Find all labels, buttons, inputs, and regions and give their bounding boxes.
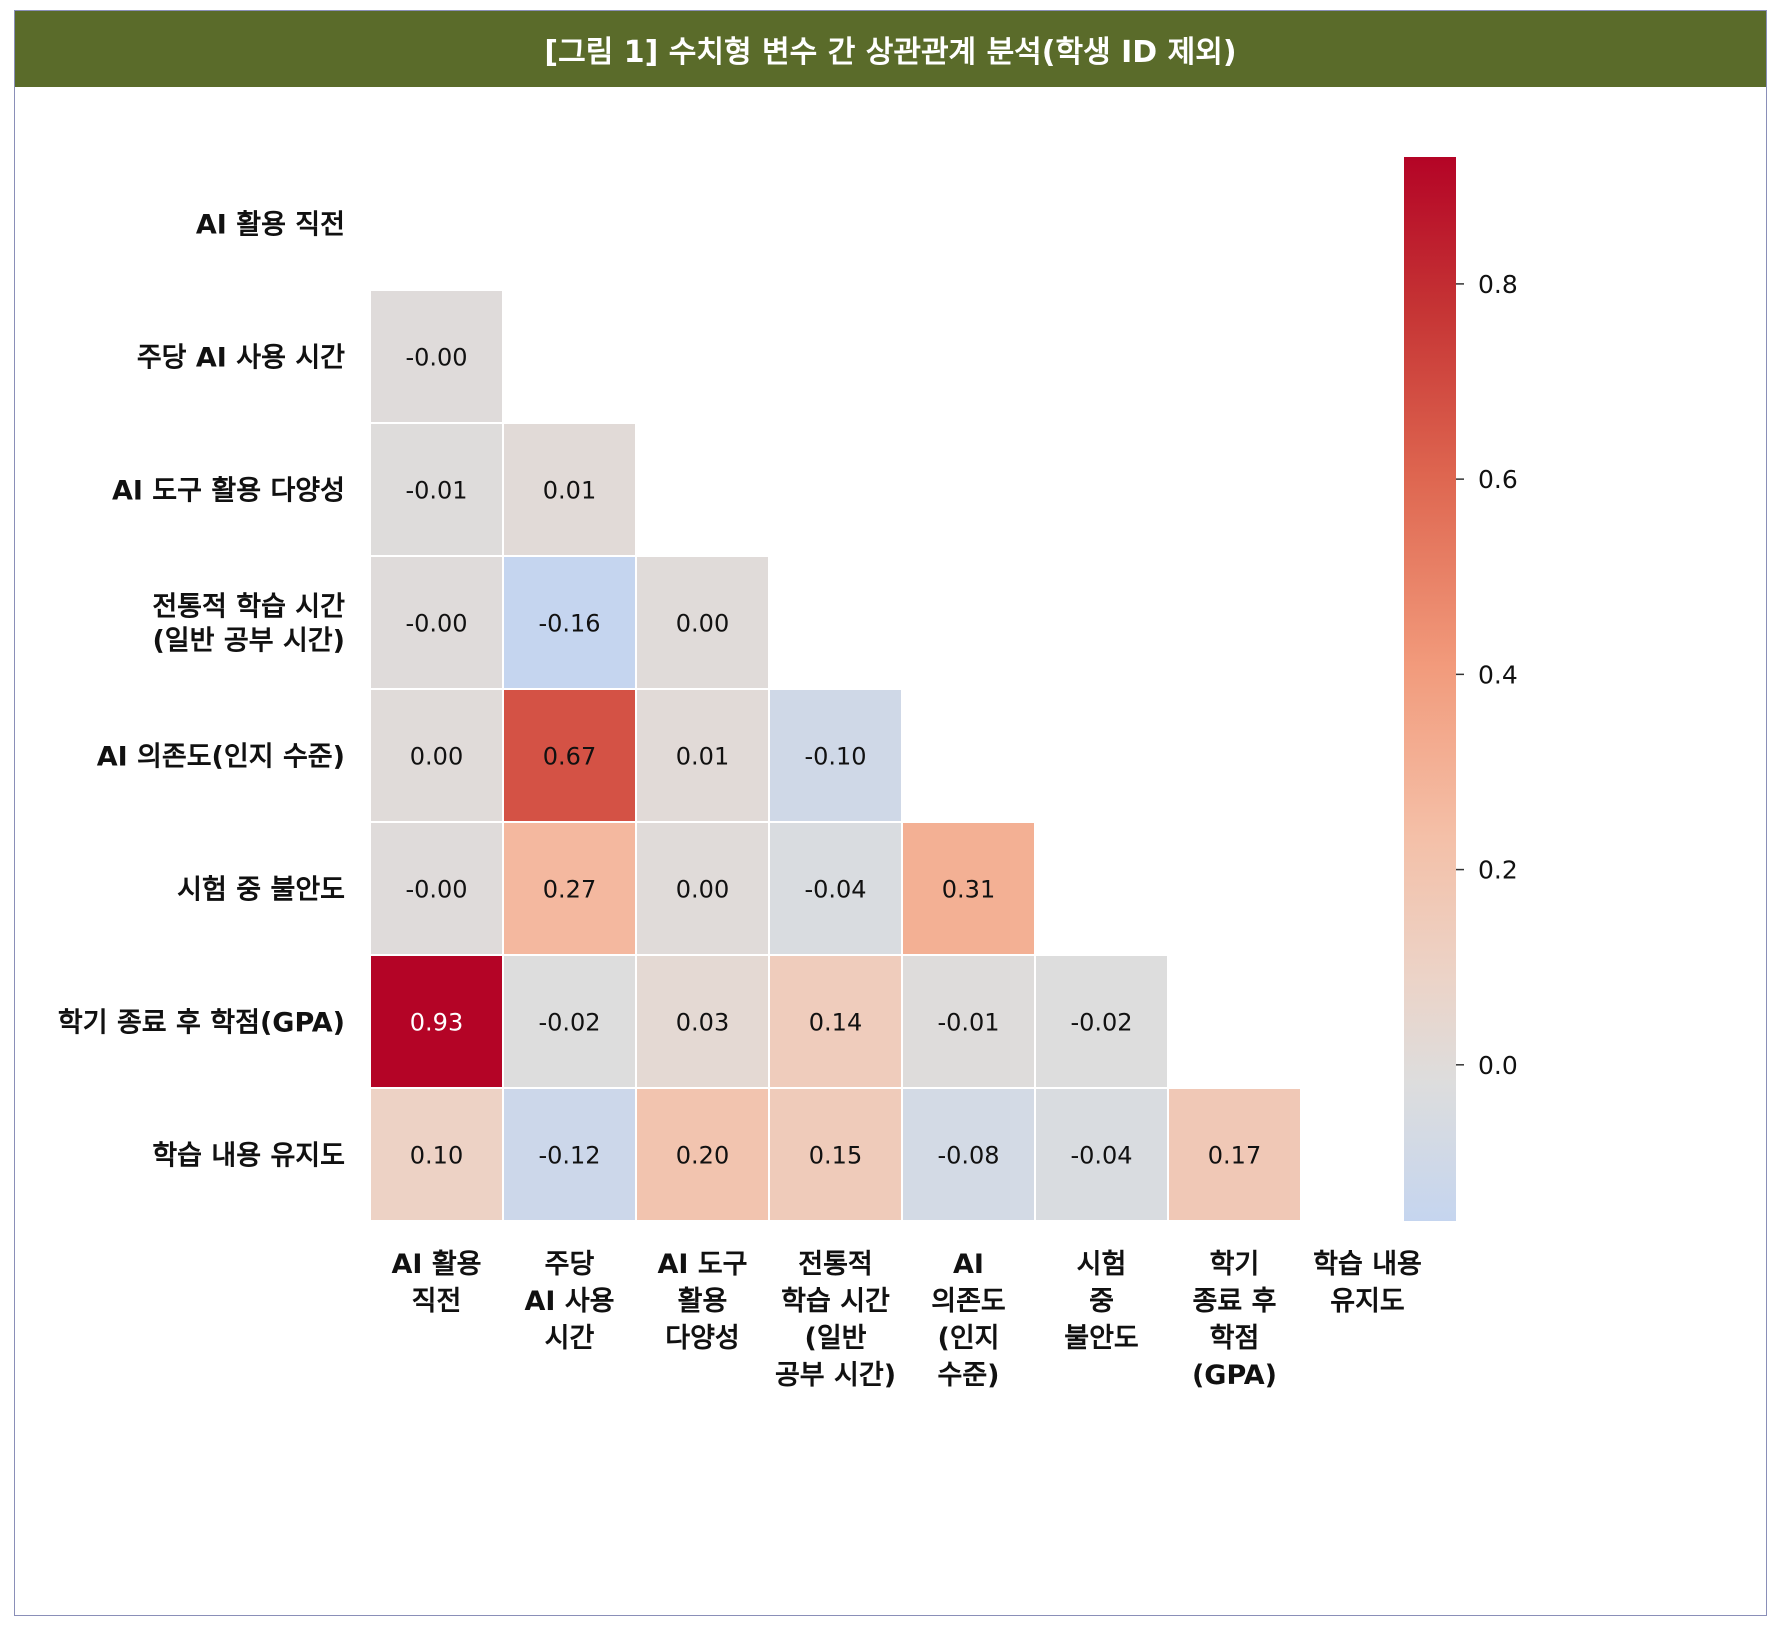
colorbar-tick-label: 0.0 <box>1478 1051 1518 1080</box>
cell-value-label: -0.01 <box>405 477 467 505</box>
heatmap-cell <box>768 821 903 956</box>
col-label: 시험 중 불안도 <box>1064 1249 1139 1354</box>
cell-value-label: 0.00 <box>676 610 729 638</box>
row-label: 전통적 학습 시간 (일반 공부 시간) <box>152 592 345 657</box>
cell-value-label: -0.12 <box>538 1142 600 1170</box>
cell-value-label: 0.00 <box>676 876 729 904</box>
heatmap-cells: -0.00 -0.01 0.01 -0.00 -0.16 0.00 0.00 0.67 0.01… <box>369 289 1302 1222</box>
colorbar-tick-label: 0.2 <box>1478 856 1518 885</box>
cell-value-label: -0.01 <box>937 1009 999 1037</box>
cell-value-label: 0.31 <box>942 876 995 904</box>
figure-title: [그림 1] 수치형 변수 간 상관관계 분석(학생 ID 제외) <box>544 35 1237 70</box>
cell-value-label: 0.01 <box>543 477 596 505</box>
cell-value-label: -0.08 <box>937 1142 999 1170</box>
row-label: AI 의존도(인지 수준) <box>97 742 345 773</box>
row-label: 학습 내용 유지도 <box>152 1141 345 1172</box>
heatmap-cell <box>502 954 637 1089</box>
col-labels: AI 활용 직전 주당 AI 사용 시간 AI 도구 활용 다양성 전통적 학습 시간 (일반 공부 … <box>391 1249 1421 1391</box>
heatmap-cell <box>1034 1087 1169 1222</box>
cell-value-label: -0.00 <box>405 876 467 904</box>
cell-value-label: -0.00 <box>405 610 467 638</box>
cell-value-label: -0.02 <box>1070 1009 1132 1037</box>
row-label: AI 활용 직전 <box>196 210 345 241</box>
cell-value-label: 0.00 <box>410 743 463 771</box>
heatmap-cell <box>502 422 637 557</box>
heatmap-cell <box>635 555 770 690</box>
colorbar-tick-label: 0.4 <box>1478 660 1518 689</box>
row-label: AI 도구 활용 다양성 <box>112 476 345 507</box>
heatmap-cell <box>901 954 1036 1089</box>
col-label: AI 의존도 (인지 수준) <box>931 1249 1006 1391</box>
heatmap-cell <box>369 422 504 557</box>
cell-value-label: -0.16 <box>538 610 600 638</box>
heatmap-cell <box>635 954 770 1089</box>
correlation-heatmap: -0.00 -0.01 0.01 -0.00 -0.16 0.00 0.00 0.67 0.01… <box>58 157 1518 1391</box>
heatmap-cell <box>369 555 504 690</box>
col-label: 학습 내용 유지도 <box>1313 1249 1422 1317</box>
cell-value-label: 0.27 <box>543 876 596 904</box>
col-label: AI 활용 직전 <box>391 1249 481 1317</box>
cell-value-label: -0.02 <box>538 1009 600 1037</box>
cell-value-label: 0.93 <box>410 1009 463 1037</box>
row-label: 주당 AI 사용 시간 <box>137 343 345 374</box>
heatmap-cell <box>369 289 504 424</box>
heatmap-cell <box>502 688 637 823</box>
cell-value-label: 0.15 <box>809 1142 862 1170</box>
col-label: 학기 종료 후 학점 (GPA) <box>1192 1249 1277 1391</box>
heatmap-cell <box>369 954 504 1089</box>
col-label: AI 도구 활용 다양성 <box>657 1249 747 1354</box>
heatmap-cell <box>502 821 637 956</box>
heatmap-cell <box>502 1087 637 1222</box>
col-label: 전통적 학습 시간 (일반 공부 시간) <box>775 1249 896 1391</box>
col-label: 주당 AI 사용 시간 <box>524 1249 614 1354</box>
colorbar: 0.0 0.2 0.4 0.6 0.8 <box>1404 157 1518 1221</box>
title-bar: [그림 1] 수치형 변수 간 상관관계 분석(학생 ID 제외) <box>15 11 1766 87</box>
heatmap-cell <box>1167 1087 1302 1222</box>
heatmap-cell <box>768 688 903 823</box>
cell-value-label: 0.03 <box>676 1009 729 1037</box>
colorbar-tick-label: 0.8 <box>1478 270 1518 299</box>
cell-value-label: -0.10 <box>804 743 866 771</box>
cell-value-label: -0.04 <box>1070 1142 1132 1170</box>
figure-frame: [그림 1] 수치형 변수 간 상관관계 분석(학생 ID 제외) -0.00-… <box>14 10 1767 1616</box>
cell-value-label: 0.14 <box>809 1009 862 1037</box>
cell-value-label: 0.01 <box>676 743 729 771</box>
heatmap-cell <box>768 1087 903 1222</box>
row-label: 학기 종료 후 학점(GPA) <box>58 1008 345 1039</box>
heatmap-cell <box>768 954 903 1089</box>
cell-value-label: 0.67 <box>543 743 596 771</box>
colorbar-gradient <box>1404 157 1456 1221</box>
heatmap-cell <box>1034 954 1169 1089</box>
cell-value-label: -0.00 <box>405 344 467 372</box>
colorbar-tick-label: 0.6 <box>1478 465 1518 494</box>
cell-value-label: 0.10 <box>410 1142 463 1170</box>
cell-value-label: 0.17 <box>1208 1142 1261 1170</box>
row-label: 시험 중 불안도 <box>177 875 345 906</box>
heatmap-cell <box>369 1087 504 1222</box>
heatmap-cell <box>901 821 1036 956</box>
cell-value-label: 0.20 <box>676 1142 729 1170</box>
cell-value-label: -0.04 <box>804 876 866 904</box>
